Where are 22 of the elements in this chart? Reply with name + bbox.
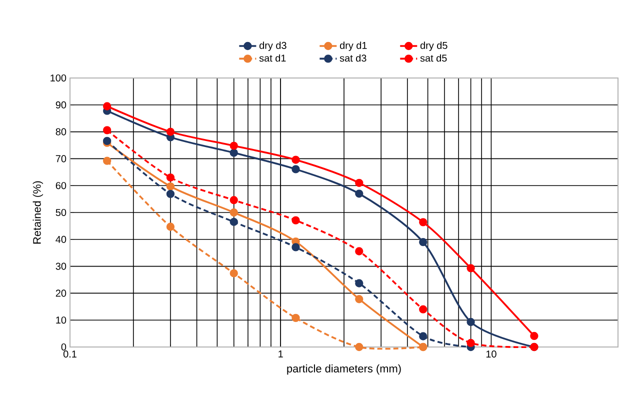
y-tick-label: 50 — [56, 208, 66, 216]
y-axis-title: Retained (%) — [32, 181, 44, 244]
x-axis-title: particle diameters (mm) — [287, 364, 401, 375]
legend-label: dry d3 — [260, 42, 286, 51]
legend-label: sat d3 — [340, 54, 366, 62]
legend-label: dry d5 — [420, 42, 448, 51]
y-tick-label: 90 — [56, 101, 66, 108]
y-tick-label: 40 — [56, 236, 66, 243]
y-tick-label: 80 — [56, 128, 66, 136]
y-tick-label: 10 — [56, 316, 66, 324]
x-tick-label: 10 — [486, 350, 496, 358]
legend-label: dry d1 — [340, 42, 367, 51]
y-tick-label: 60 — [56, 182, 66, 190]
y-tick-label: 70 — [56, 155, 66, 162]
y-tick-label: 100 — [50, 74, 66, 82]
legend-label: sat d5 — [420, 54, 447, 62]
legend-label: sat d1 — [259, 54, 286, 62]
y-tick-label: 30 — [56, 262, 66, 270]
y-tick-label: 20 — [56, 290, 66, 297]
x-tick-label: 1 — [278, 350, 283, 358]
x-tick-label: 0.1 — [63, 350, 76, 358]
y-tick-label: 0 — [61, 343, 66, 351]
